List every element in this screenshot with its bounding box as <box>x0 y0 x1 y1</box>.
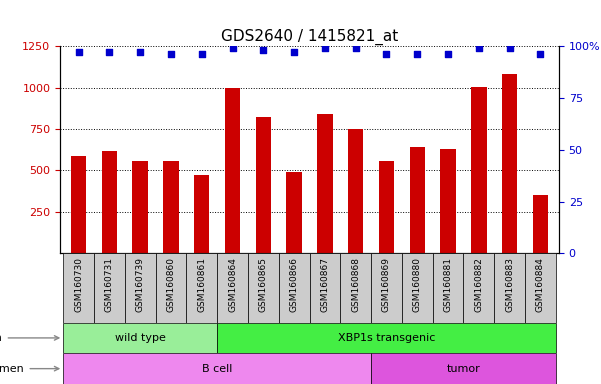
Bar <box>371 253 402 323</box>
Bar <box>402 253 433 323</box>
Text: GSM160882: GSM160882 <box>474 257 483 312</box>
Bar <box>348 129 364 253</box>
Text: strain: strain <box>0 333 59 343</box>
Point <box>258 47 268 53</box>
Bar <box>217 323 556 353</box>
Text: GSM160739: GSM160739 <box>136 257 145 312</box>
Text: GSM160864: GSM160864 <box>228 257 237 312</box>
Bar <box>102 151 117 253</box>
Bar <box>310 253 340 323</box>
Text: GSM160860: GSM160860 <box>166 257 175 312</box>
Point <box>197 51 207 58</box>
Bar <box>186 253 217 323</box>
Point <box>135 49 145 55</box>
Point <box>444 51 453 58</box>
Bar <box>63 253 94 323</box>
Text: GSM160883: GSM160883 <box>505 257 514 312</box>
Bar <box>441 149 456 253</box>
Text: GSM160867: GSM160867 <box>320 257 329 312</box>
Point <box>382 51 391 58</box>
Bar <box>255 118 271 253</box>
Text: GSM160880: GSM160880 <box>413 257 422 312</box>
Bar <box>371 353 556 384</box>
Point <box>228 45 237 51</box>
Bar <box>502 74 517 253</box>
Text: specimen: specimen <box>0 364 59 374</box>
Bar <box>156 253 186 323</box>
Point <box>105 49 114 55</box>
Bar <box>317 114 332 253</box>
Bar <box>532 195 548 253</box>
Text: wild type: wild type <box>115 333 166 343</box>
Point <box>474 45 484 51</box>
Bar <box>379 161 394 253</box>
Bar <box>248 253 279 323</box>
Point <box>535 51 545 58</box>
Text: GSM160730: GSM160730 <box>74 257 83 312</box>
Point <box>166 51 175 58</box>
Point <box>412 51 422 58</box>
Text: GSM160868: GSM160868 <box>351 257 360 312</box>
Bar <box>525 253 556 323</box>
Bar <box>433 253 463 323</box>
Point <box>289 49 299 55</box>
Bar <box>63 323 217 353</box>
Bar <box>132 161 148 253</box>
Bar <box>194 175 209 253</box>
Bar <box>279 253 310 323</box>
Bar <box>471 87 487 253</box>
Bar <box>225 88 240 253</box>
Bar <box>340 253 371 323</box>
Point <box>74 49 84 55</box>
Bar <box>410 147 425 253</box>
Title: GDS2640 / 1415821_at: GDS2640 / 1415821_at <box>221 28 398 45</box>
Bar <box>63 353 371 384</box>
Text: GSM160884: GSM160884 <box>536 257 545 312</box>
Text: GSM160731: GSM160731 <box>105 257 114 312</box>
Point <box>505 45 514 51</box>
Text: GSM160865: GSM160865 <box>259 257 268 312</box>
Bar <box>287 172 302 253</box>
Point <box>320 45 330 51</box>
Point <box>351 45 361 51</box>
Bar <box>494 253 525 323</box>
Text: GSM160869: GSM160869 <box>382 257 391 312</box>
Bar <box>217 253 248 323</box>
Text: XBP1s transgenic: XBP1s transgenic <box>338 333 435 343</box>
Bar <box>163 161 178 253</box>
Bar <box>71 156 87 253</box>
Bar <box>463 253 494 323</box>
Bar <box>125 253 156 323</box>
Bar <box>94 253 125 323</box>
Text: B cell: B cell <box>202 364 233 374</box>
Text: GSM160881: GSM160881 <box>444 257 453 312</box>
Text: tumor: tumor <box>447 364 480 374</box>
Text: GSM160861: GSM160861 <box>197 257 206 312</box>
Text: GSM160866: GSM160866 <box>290 257 299 312</box>
